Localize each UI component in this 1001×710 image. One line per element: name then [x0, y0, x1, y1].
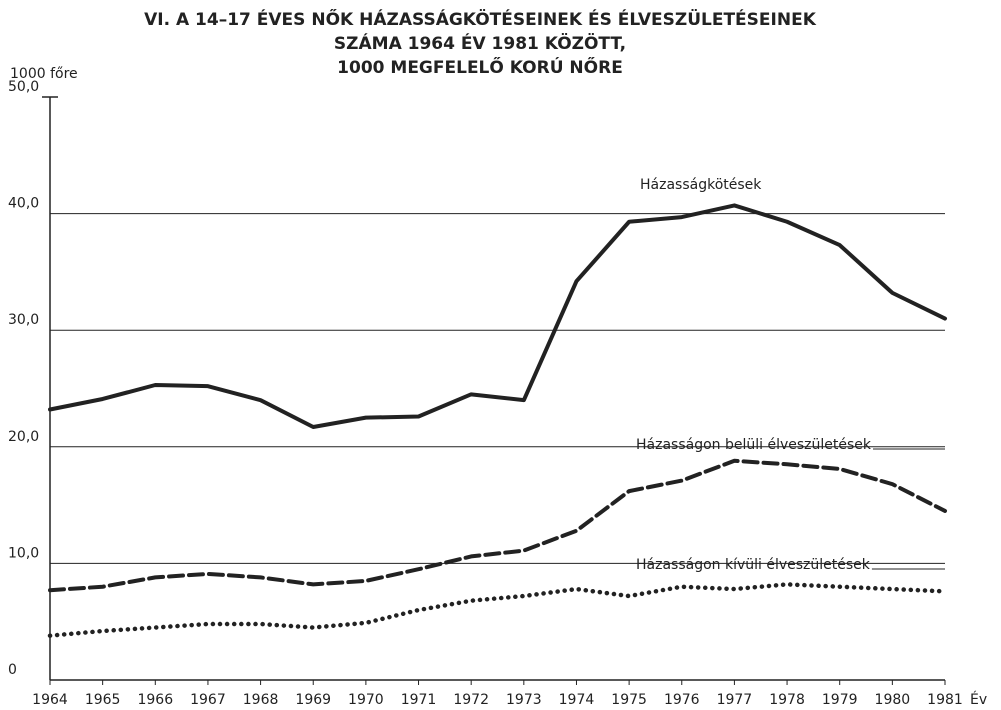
- x-tick-label: 1978: [769, 692, 805, 708]
- x-tick-label: 1979: [822, 692, 858, 708]
- x-tick-label: 1977: [717, 692, 753, 708]
- series-line: [47, 582, 948, 638]
- y-tick-label: 40,0: [8, 196, 39, 212]
- series-label: Házasságkötések: [640, 177, 762, 193]
- x-tick-label: 1968: [243, 692, 279, 708]
- x-tick-label: 1981: [927, 692, 963, 708]
- chart-title: SZÁMA 1964 ÉV 1981 KÖZÖTT,: [334, 32, 626, 54]
- x-tick-label: 1974: [559, 692, 595, 708]
- x-tick-label: 1966: [137, 692, 173, 708]
- y-tick-label: 0: [8, 662, 17, 678]
- y-tick-label: 10,0: [8, 545, 39, 561]
- x-tick-label: 1969: [295, 692, 331, 708]
- x-tick-label: 1964: [32, 692, 68, 708]
- x-tick-label: 1975: [611, 692, 647, 708]
- x-axis-label: Év: [970, 691, 987, 708]
- y-tick-label: 50,0: [8, 79, 39, 95]
- chart-title: 1000 MEGFELELŐ KORÚ NŐRE: [337, 56, 623, 78]
- series-line: [48, 458, 947, 593]
- y-tick-label: 30,0: [8, 312, 39, 328]
- x-tick-label: 1971: [401, 692, 437, 708]
- series-label: Házasságon belüli élveszületések: [636, 437, 872, 453]
- x-tick-label: 1972: [453, 692, 489, 708]
- series-line: [48, 203, 947, 429]
- y-tick-label: 20,0: [8, 429, 39, 445]
- x-tick-label: 1973: [506, 692, 542, 708]
- series-label: Házasságon kívüli élveszületések: [636, 557, 871, 573]
- x-tick-label: 1980: [875, 692, 911, 708]
- chart-title: VI. A 14–17 ÉVES NŐK HÁZASSÁGKÖTÉSEINEK …: [144, 8, 817, 30]
- x-tick-label: 1970: [348, 692, 384, 708]
- y-axis-label: 1000 főre: [10, 66, 78, 82]
- x-tick-label: 1965: [85, 692, 121, 708]
- x-tick-label: 1976: [664, 692, 700, 708]
- x-tick-label: 1967: [190, 692, 226, 708]
